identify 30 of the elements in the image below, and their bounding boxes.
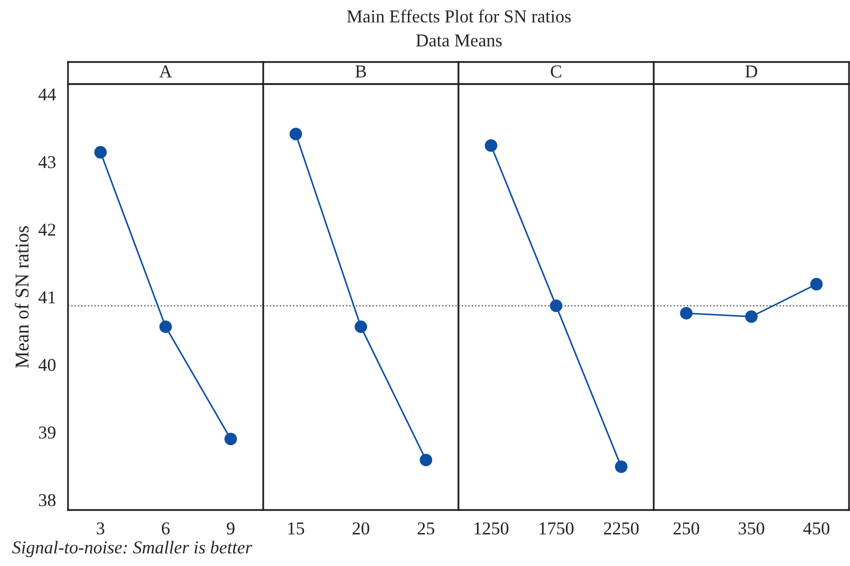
y-axis-title: Mean of SN ratios bbox=[14, 226, 29, 368]
chart-title: B bbox=[355, 66, 366, 78]
x-tick-label: 25 bbox=[418, 522, 434, 535]
x-tick-label: 6 bbox=[162, 522, 170, 535]
x-tick-label: 3 bbox=[96, 522, 104, 535]
text: Main Effects Plot for SN ratios bbox=[347, 10, 571, 23]
point bbox=[94, 146, 107, 159]
x-tick-label: 350 bbox=[738, 522, 764, 535]
x-tick-label: 9 bbox=[226, 522, 234, 535]
y-tick-label: 42 bbox=[38, 224, 56, 236]
chart-title: A bbox=[159, 65, 172, 78]
point bbox=[159, 320, 172, 334]
y-tick-label: 44 bbox=[38, 88, 56, 100]
text: Data Means bbox=[416, 34, 502, 47]
point bbox=[224, 432, 237, 446]
x-tick-label: 250 bbox=[674, 522, 700, 535]
x-tick-label: 1250 bbox=[474, 522, 508, 535]
x-tick-label: 15 bbox=[288, 522, 304, 535]
chart-title: C bbox=[550, 65, 562, 78]
y-tick-label: 43 bbox=[38, 156, 56, 168]
y-tick-label: 38 bbox=[39, 494, 56, 506]
x-tick-label: 20 bbox=[352, 522, 370, 535]
text: Signal-to-noise: Smaller is better bbox=[12, 540, 252, 558]
x-tick-label: 1750 bbox=[540, 522, 574, 535]
y-tick-label: 40 bbox=[38, 358, 56, 372]
y-tick-label: 41 bbox=[38, 291, 56, 304]
chart-title: D bbox=[745, 66, 758, 78]
x-tick-label: 2250 bbox=[604, 522, 639, 535]
x-tick-label: 450 bbox=[803, 522, 830, 535]
y-tick-label: 39 bbox=[39, 426, 56, 439]
